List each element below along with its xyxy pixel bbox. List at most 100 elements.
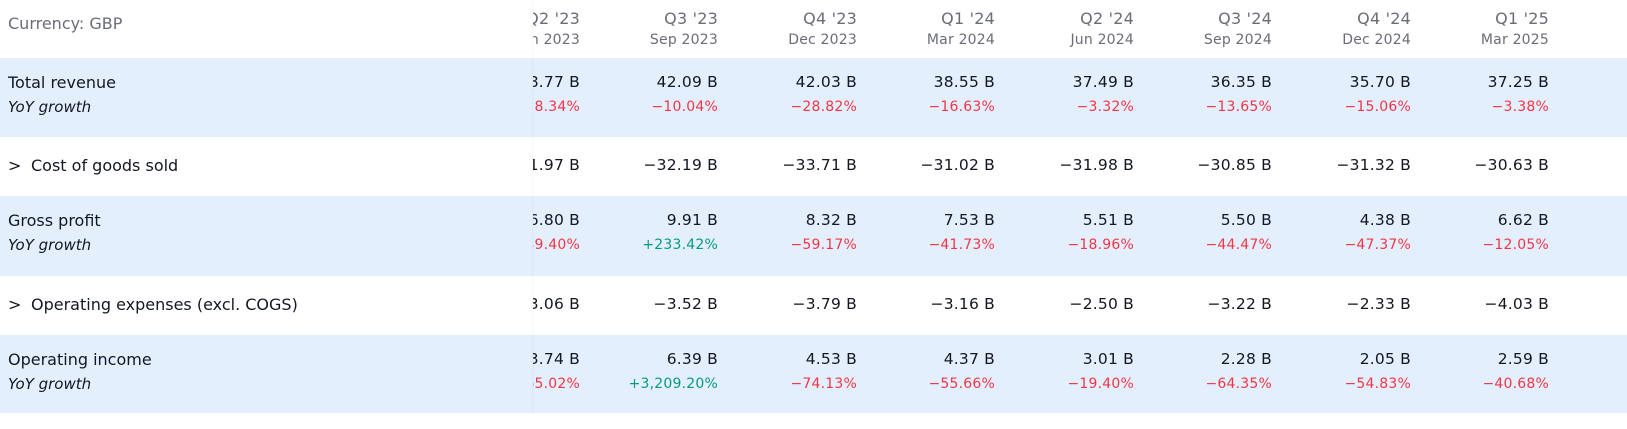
yoy-growth-value: −19.40% — [1067, 376, 1134, 392]
row-value: 4.37 B — [943, 350, 995, 368]
yoy-growth-value: −65.02% — [533, 376, 580, 392]
row-value: 37.25 B — [1487, 73, 1549, 91]
row-value: −4.03 B — [1484, 294, 1549, 313]
currency-label: Currency: GBP — [8, 14, 123, 33]
yoy-growth-value: −3.32% — [1076, 99, 1134, 115]
row-value: −3.22 B — [1207, 294, 1272, 313]
table-row: Operating income YoY growth 3.74 B −65.02% 6… — [0, 335, 1627, 413]
row-value: 6.39 B — [666, 350, 718, 368]
row-value: −3.06 B — [533, 294, 580, 313]
row-label: Gross profit — [8, 211, 101, 230]
row-sub-label: YoY growth — [8, 98, 92, 116]
period-date: Dec 2023 — [788, 32, 857, 48]
row-sub-label: YoY growth — [8, 375, 92, 393]
row-value: 42.03 B — [795, 73, 857, 91]
yoy-growth-value: +3,209.20% — [628, 376, 718, 392]
yoy-growth-value: −28.82% — [790, 99, 857, 115]
row-value: 2.59 B — [1497, 350, 1549, 368]
row-value: 2.05 B — [1359, 350, 1411, 368]
row-label-cell[interactable]: > Cost of goods sold — [0, 137, 533, 196]
row-value: −2.50 B — [1069, 294, 1134, 313]
period-quarter[interactable]: Q4 '23 — [803, 9, 857, 28]
period-quarter[interactable]: Q1 '24 — [941, 9, 995, 28]
row-value: 4.53 B — [805, 350, 857, 368]
yoy-growth-value: −16.63% — [928, 99, 995, 115]
yoy-growth-value: −12.05% — [1482, 237, 1549, 253]
period-quarter[interactable]: Q1 '25 — [1495, 9, 1549, 28]
row-value: 4.38 B — [1359, 211, 1411, 229]
header-period-cells: Q2 '23 Jun 2023 Q3 '23 Sep 2023 Q4 '23 Dec 20… — [533, 0, 1627, 58]
row-value: −31.98 B — [1059, 155, 1134, 174]
row-value: −31.97 B — [533, 155, 580, 174]
row-label-cell: Operating income YoY growth — [0, 335, 533, 413]
sticky-column-divider — [532, 0, 534, 413]
yoy-growth-value: −55.66% — [928, 376, 995, 392]
yoy-growth-value: −10.04% — [651, 99, 718, 115]
row-label-cell: Gross profit YoY growth — [0, 196, 533, 276]
row-value-cells: −3.06 B −3.52 B −3.79 B −3.16 B −2.50 B −3.22… — [533, 276, 1627, 335]
row-value-cells: −31.97 B −32.19 B −33.71 B −31.02 B −31.98 B… — [533, 137, 1627, 196]
period-date: Sep 2023 — [649, 32, 718, 48]
row-value: 3.01 B — [1082, 350, 1134, 368]
chevron-right-icon[interactable]: > — [8, 155, 22, 175]
table-row: Gross profit YoY growth 6.80 B −49.40% 9.91 … — [0, 196, 1627, 276]
row-value: 8.32 B — [805, 211, 857, 229]
period-date: Sep 2024 — [1203, 32, 1272, 48]
yoy-growth-value: −59.17% — [790, 237, 857, 253]
yoy-growth-value: −54.83% — [1344, 376, 1411, 392]
row-value: 9.91 B — [666, 211, 718, 229]
yoy-growth-value: −47.37% — [1344, 237, 1411, 253]
table-header: Currency: GBP Q2 '23 Jun 2023 Q3 '23 Sep 202… — [0, 0, 1627, 58]
yoy-growth-value: −41.73% — [928, 237, 995, 253]
table-row: Total revenue YoY growth 38.77 B −28.34% 42.… — [0, 58, 1627, 137]
yoy-growth-value: −44.47% — [1205, 237, 1272, 253]
yoy-growth-value: −15.06% — [1344, 99, 1411, 115]
row-value: −31.32 B — [1336, 155, 1411, 174]
row-value-cells: 38.77 B −28.34% 42.09 B −10.04% 42.03 B −28.8… — [533, 58, 1627, 137]
row-label[interactable]: Operating expenses (excl. COGS) — [31, 294, 298, 314]
yoy-growth-value: −49.40% — [533, 237, 580, 253]
row-value: 42.09 B — [656, 73, 718, 91]
period-date: Jun 2024 — [1070, 32, 1134, 48]
row-label: Operating income — [8, 350, 152, 369]
row-value: −33.71 B — [782, 155, 857, 174]
row-value: −31.02 B — [920, 155, 995, 174]
row-value-cells: 6.80 B −49.40% 9.91 B +233.42% 8.32 B −59.17%… — [533, 196, 1627, 276]
chevron-right-icon[interactable]: > — [8, 294, 22, 314]
yoy-growth-value: −28.34% — [533, 99, 580, 115]
period-quarter[interactable]: Q2 '24 — [1080, 9, 1134, 28]
period-date: Dec 2024 — [1342, 32, 1411, 48]
row-value: −3.16 B — [930, 294, 995, 313]
period-date: Jun 2023 — [533, 32, 580, 48]
row-value: 37.49 B — [1072, 73, 1134, 91]
row-label[interactable]: Cost of goods sold — [31, 155, 179, 175]
row-label: Total revenue — [8, 73, 116, 92]
row-value: −3.52 B — [653, 294, 718, 313]
row-value: −3.79 B — [792, 294, 857, 313]
row-value: −2.33 B — [1346, 294, 1411, 313]
row-value: −30.63 B — [1474, 155, 1549, 174]
table-row: > Cost of goods sold −31.97 B −32.19 B −33.7… — [0, 137, 1627, 196]
yoy-growth-value: −40.68% — [1482, 376, 1549, 392]
period-quarter[interactable]: Q3 '23 — [664, 9, 718, 28]
row-label-cell[interactable]: > Operating expenses (excl. COGS) — [0, 276, 533, 335]
period-quarter[interactable]: Q2 '23 — [533, 9, 580, 28]
row-sub-label: YoY growth — [8, 236, 92, 254]
row-value: 3.74 B — [533, 350, 580, 368]
row-value: −30.85 B — [1197, 155, 1272, 174]
row-value-cells: 3.74 B −65.02% 6.39 B +3,209.20% 4.53 B −74.1… — [533, 335, 1627, 413]
row-label-cell: Total revenue YoY growth — [0, 58, 533, 137]
table-row: >Operating expenses (excl. COGS)−3.06 B−… — [0, 276, 1627, 335]
yoy-growth-value: −64.35% — [1205, 376, 1272, 392]
row-value: 36.35 B — [1210, 73, 1272, 91]
period-quarter[interactable]: Q3 '24 — [1218, 9, 1272, 28]
header-label-column: Currency: GBP — [0, 0, 533, 58]
period-quarter[interactable]: Q4 '24 — [1357, 9, 1411, 28]
row-value: 6.80 B — [533, 211, 580, 229]
row-value: 6.62 B — [1497, 211, 1549, 229]
yoy-growth-value: −3.38% — [1491, 99, 1549, 115]
row-value: 38.55 B — [933, 73, 995, 91]
row-value: −32.19 B — [643, 155, 718, 174]
row-value: 7.53 B — [943, 211, 995, 229]
